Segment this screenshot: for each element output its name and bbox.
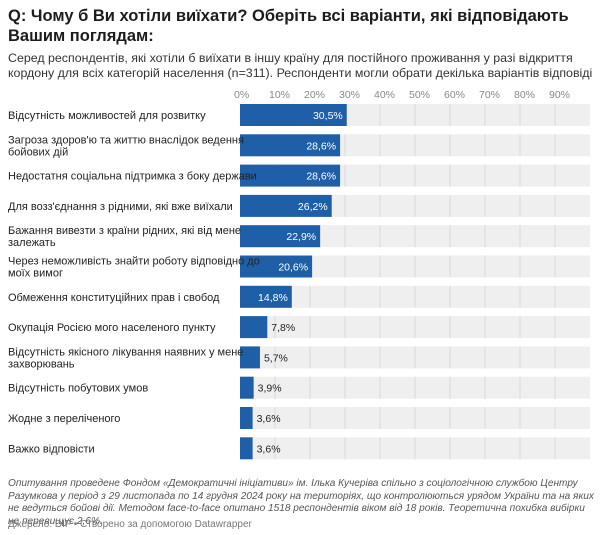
- category-label: Недостатня соціальна підтримка з боку де…: [8, 171, 257, 183]
- chart-subtitle: Серед респондентів, які хотіли б виїхати…: [8, 51, 593, 80]
- value-label: 14,8%: [258, 292, 288, 304]
- bar: [240, 437, 253, 460]
- x-tick-label: 20%: [304, 89, 325, 101]
- bar: [240, 255, 313, 278]
- bar: [240, 104, 347, 126]
- bar: [240, 164, 341, 187]
- x-tick-label: 70%: [479, 89, 500, 101]
- bar: [240, 376, 254, 399]
- category-label: Окупація Росією мого населеного пункту: [8, 322, 216, 334]
- category-label: Загроза здоров'ю та життю внаслідок веде…: [8, 134, 244, 158]
- value-label: 28,6%: [306, 140, 336, 152]
- x-tick-label: 80%: [514, 89, 535, 101]
- category-label: Відсутність якісного лікування наявних у…: [8, 346, 243, 370]
- x-tick-label: 90%: [549, 89, 570, 101]
- category-label: Для возз'єднання з рідними, які вже виїх…: [8, 201, 233, 213]
- bar: [240, 346, 260, 369]
- value-label: 26,2%: [298, 201, 328, 213]
- value-label: 20,6%: [278, 262, 308, 274]
- category-label: Жодне з переліченого: [8, 413, 120, 425]
- category-label: Бажання вивезти з країни рідних, які від…: [8, 225, 241, 249]
- category-label: Обмеження конституційних прав і свобод: [8, 292, 220, 304]
- x-tick-label: 10%: [269, 89, 290, 101]
- value-label: 22,9%: [286, 231, 316, 243]
- x-tick-label: 50%: [409, 89, 430, 101]
- x-tick-label: 40%: [374, 89, 395, 101]
- category-label: Відсутність побутових умов: [8, 383, 148, 395]
- chart-title: Q: Чому б Ви хотіли виїхати? Оберіть всі…: [8, 7, 569, 45]
- value-label: 3,6%: [257, 443, 281, 455]
- value-label: 3,9%: [258, 383, 282, 395]
- chart-notes: Опитування проведене Фондом «Демократичн…: [8, 478, 594, 527]
- bar: [240, 285, 292, 308]
- bar: [240, 407, 253, 429]
- x-tick-label: 30%: [339, 89, 360, 101]
- chart-source: Джерело: DIF • Створено за допомогою Dat…: [8, 519, 252, 530]
- bar: [240, 194, 332, 217]
- category-label: Відсутність можливостей для розвитку: [8, 110, 206, 122]
- bar: [240, 134, 341, 157]
- bar: [240, 225, 321, 248]
- x-tick-label: 0%: [234, 89, 249, 101]
- value-label: 7,8%: [271, 322, 295, 334]
- value-label: 28,6%: [306, 171, 336, 183]
- value-label: 3,6%: [257, 413, 281, 425]
- bar: [240, 316, 268, 339]
- value-label: 5,7%: [264, 352, 288, 364]
- value-label: 30,5%: [313, 110, 343, 122]
- category-label: Важко відповісти: [8, 443, 95, 455]
- category-label: Через неможливість знайти роботу відпові…: [8, 256, 260, 280]
- x-tick-label: 60%: [444, 89, 465, 101]
